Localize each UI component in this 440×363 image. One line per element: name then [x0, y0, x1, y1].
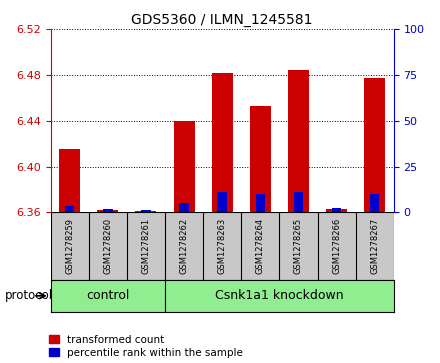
Bar	[136, 211, 157, 212]
Text: GSM1278266: GSM1278266	[332, 218, 341, 274]
Bar	[141, 209, 150, 212]
Text: GSM1278259: GSM1278259	[65, 218, 74, 274]
Bar	[294, 192, 303, 212]
Bar	[217, 192, 227, 212]
Text: protocol: protocol	[4, 289, 52, 302]
Text: GSM1278265: GSM1278265	[294, 218, 303, 274]
Text: GSM1278267: GSM1278267	[370, 218, 379, 274]
Bar	[364, 78, 385, 212]
Text: GSM1278261: GSM1278261	[141, 218, 150, 274]
Text: control: control	[86, 289, 129, 302]
Bar	[326, 209, 347, 212]
Text: GSM1278260: GSM1278260	[103, 218, 112, 274]
Text: GSM1278262: GSM1278262	[180, 218, 189, 274]
Text: GSM1278263: GSM1278263	[218, 218, 227, 274]
Bar	[180, 203, 189, 212]
Bar	[370, 194, 379, 212]
Bar	[212, 73, 233, 212]
Bar	[97, 210, 118, 212]
Bar	[59, 149, 80, 212]
Text: GSM1278264: GSM1278264	[256, 218, 265, 274]
Legend: transformed count, percentile rank within the sample: transformed count, percentile rank withi…	[49, 335, 243, 358]
Bar	[65, 206, 74, 212]
Bar	[103, 209, 113, 212]
Bar	[332, 208, 341, 212]
Text: Csnk1a1 knockdown: Csnk1a1 knockdown	[215, 289, 344, 302]
Title: GDS5360 / ILMN_1245581: GDS5360 / ILMN_1245581	[132, 13, 313, 26]
Bar	[256, 194, 265, 212]
Bar	[288, 70, 309, 212]
Bar	[174, 121, 194, 212]
Bar	[250, 106, 271, 212]
